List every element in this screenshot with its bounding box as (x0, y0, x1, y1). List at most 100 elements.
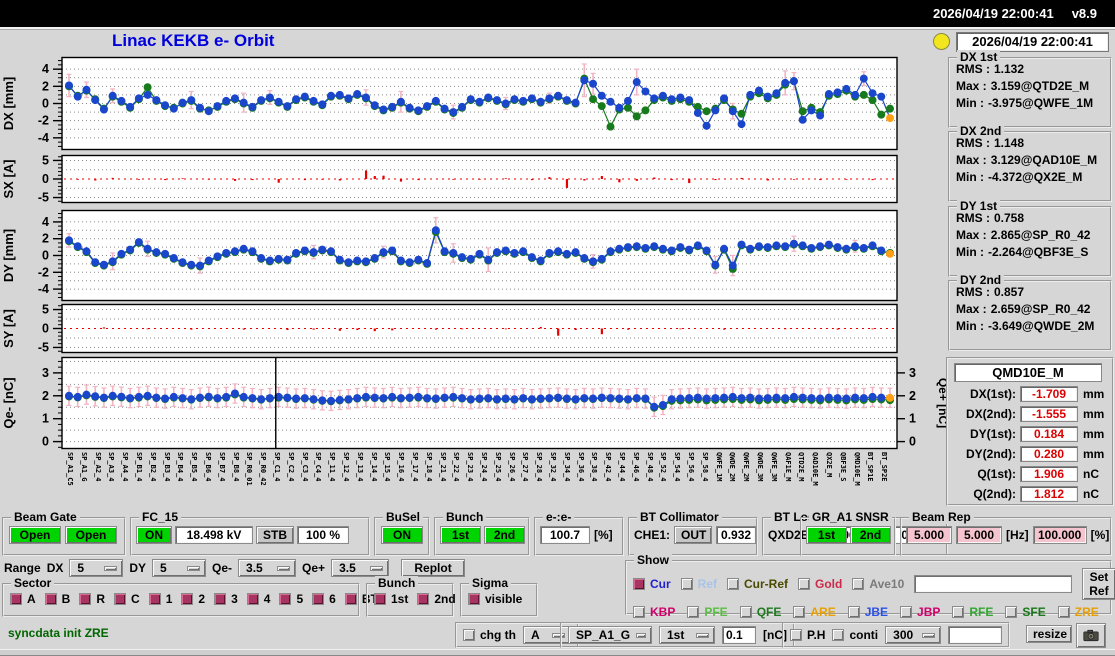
show-region-checkbox-rfe[interactable] (952, 606, 965, 618)
sector-checkbox-1[interactable] (148, 593, 161, 605)
min-value: -2.264@QBF3E_S (988, 245, 1089, 259)
fc15-pct-value: 100 % (297, 526, 349, 544)
svg-text:-5: -5 (38, 191, 49, 205)
svg-text:0: 0 (909, 435, 916, 449)
beam-gate-1-button[interactable]: Open (9, 526, 61, 544)
show-item: Ref (680, 577, 717, 591)
sector-checkbox-r[interactable] (79, 593, 92, 605)
fc15-stb-button[interactable]: STB (256, 526, 294, 544)
sector-checkbox-2[interactable] (181, 593, 194, 605)
svg-text:Qe- [nC]: Qe- [nC] (1, 377, 16, 428)
conti-checkbox[interactable] (832, 629, 845, 641)
ph-label: P.H (807, 628, 826, 642)
range-qe-minus-dropdown[interactable]: 3.5 (238, 559, 297, 577)
conti-label: conti (849, 628, 879, 642)
bpm-name-label: QWDE_3M (756, 452, 764, 482)
sector-checkbox-a[interactable] (10, 593, 22, 605)
show-label: Cur-Ref (744, 577, 789, 591)
show-region-checkbox-jbe[interactable] (847, 606, 860, 618)
ph-checkbox[interactable] (790, 629, 802, 641)
monitor-row: Q(2nd): 1.812 nC (952, 486, 1099, 505)
beam-gate-group: Beam Gate Open Open (2, 510, 126, 556)
show-region-checkbox-sfe[interactable] (1005, 606, 1018, 618)
sector-label: 4 (263, 592, 271, 606)
sector-checkbox-bt[interactable] (344, 593, 357, 605)
fc15-on-button[interactable]: ON (136, 526, 172, 544)
busel-group: BuSel ON (374, 510, 430, 556)
show-region-label: JBP (917, 605, 941, 619)
sector-group: Sector A B R C 1 2 3 4 5 6 BT (2, 576, 378, 617)
svg-text:0: 0 (42, 322, 49, 336)
sector-checkbox-3[interactable] (214, 593, 227, 605)
bunch-checkbox-2nd[interactable] (417, 593, 430, 605)
resize-button[interactable]: resize (1026, 625, 1072, 643)
ee-ratio-group: e-:e- 100.7 [%] (534, 510, 624, 556)
snsr-1st-button[interactable]: 1st (806, 526, 847, 544)
show-region-checkbox-zre[interactable] (1057, 606, 1070, 618)
bpm-name-label: SP_12_4 (342, 452, 350, 482)
ref-name-input[interactable] (914, 575, 1073, 593)
sigma-checkbox-visible[interactable] (468, 593, 480, 605)
show-region-checkbox-jbp[interactable] (900, 606, 913, 618)
bpm-name-label: SP_14_4 (370, 452, 378, 482)
bunch-2nd-button[interactable]: 2nd (484, 526, 525, 544)
show-checkbox-cur-ref[interactable] (727, 578, 740, 590)
show-region-item: RFE (952, 605, 993, 619)
show-checkbox-ref[interactable] (680, 578, 693, 590)
monitor-row-label: Q(1st): (977, 467, 1016, 481)
acquisition-panel: P.H conti 300 (782, 622, 1011, 648)
range-dx-dropdown[interactable]: 5 (69, 559, 124, 577)
show-checkbox-cur[interactable] (633, 578, 645, 590)
plot-sy: SY [A] 5 0 -5 (1, 303, 898, 354)
monitor-row-value: 1.812 (1020, 486, 1078, 502)
snsr-2nd-button[interactable]: 2nd (850, 526, 891, 544)
replot-button[interactable]: Replot (401, 559, 466, 577)
title-bar: 2026/04/19 22:00:41 v8.9 (0, 0, 1115, 27)
bunch-select-dropdown[interactable]: 1st (659, 626, 715, 644)
show-region-checkbox-qfe[interactable] (739, 606, 752, 618)
bpm-name-label: SP_R0_42 (259, 452, 267, 486)
monitor-row-label: Q(2nd): (973, 487, 1016, 501)
stats-dx-1st: DX 1st RMS :1.132 Max :3.159@QTD2E_M Min… (948, 50, 1112, 128)
show-region-item: ZRE (1057, 605, 1099, 619)
sector-checkbox-5[interactable] (279, 593, 292, 605)
sector-item: R (79, 592, 105, 606)
che1-value: 0.932 (716, 526, 757, 544)
che1-status-button[interactable]: OUT (674, 526, 713, 544)
bpm-name-label: QAD10E_M (811, 452, 819, 486)
sector-item: 3 (214, 592, 238, 606)
show-checkbox-gold[interactable] (798, 578, 811, 590)
show-region-checkbox-kbp[interactable] (633, 606, 645, 618)
beam-gate-2-button[interactable]: Open (65, 526, 117, 544)
show-region-item: QFE (739, 605, 781, 619)
sector-checkbox-b[interactable] (44, 593, 57, 605)
show-region-checkbox-are[interactable] (793, 606, 806, 618)
sp-select-dropdown[interactable]: SP_A1_G (568, 626, 652, 644)
bpm-name-label: SP_21_4 (439, 452, 447, 482)
sector-checkbox-6[interactable] (312, 593, 325, 605)
threshold-input[interactable] (722, 626, 756, 644)
bunch-1st-button[interactable]: 1st (440, 526, 481, 544)
monitor-row: DX(1st): -1.709 mm (952, 386, 1104, 405)
show-region-checkbox-pfe[interactable] (687, 606, 700, 618)
range-qe-plus-dropdown[interactable]: 3.5 (331, 559, 390, 577)
monitor-row-unit: mm (1083, 427, 1105, 441)
sector-checkbox-4[interactable] (246, 593, 259, 605)
rms-value: 0.857 (994, 285, 1025, 299)
bunch-checkbox-1st[interactable] (374, 593, 386, 605)
show-checkbox-ave10[interactable] (852, 578, 865, 590)
option-menu-icon (187, 565, 201, 571)
range-row: Range DX 5 DY 5 Qe- 3.5 Qe+ 3.5 Replot (4, 559, 466, 577)
extra-input[interactable] (948, 626, 1003, 644)
set-ref-button[interactable]: Set Ref (1082, 568, 1115, 600)
bpm-name-label: SP_26_4 (508, 452, 516, 482)
timestamp-display: 2026/04/19 22:00:41 (956, 32, 1109, 52)
busel-on-button[interactable]: ON (381, 526, 423, 544)
range-dy-dropdown[interactable]: 5 (152, 559, 207, 577)
bpm-name-label: SP_25_4 (494, 452, 502, 482)
count-dropdown[interactable]: 300 (885, 626, 942, 644)
sector-checkbox-c[interactable] (114, 593, 127, 605)
camera-button[interactable] (1076, 623, 1106, 648)
chg-th-checkbox[interactable] (463, 629, 475, 641)
